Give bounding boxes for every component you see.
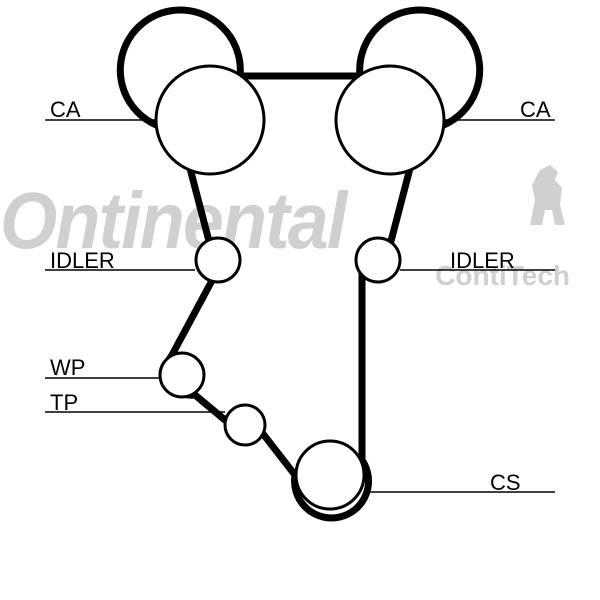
pulley-idler-left — [196, 238, 240, 282]
pulley-cs — [296, 441, 364, 509]
pulley-tp — [225, 405, 265, 445]
pulley-ca-left — [156, 66, 264, 174]
label-ca-right-label: CA — [520, 97, 551, 123]
label-idler-right-label: IDLER — [450, 248, 515, 274]
label-cs-label: CS — [490, 470, 521, 496]
belt-diagram — [0, 0, 600, 600]
label-idler-left-label: IDLER — [50, 248, 115, 274]
label-tp-label: TP — [50, 390, 78, 416]
label-wp-label: WP — [50, 355, 85, 381]
label-ca-left-label: CA — [50, 97, 81, 123]
pulley-idler-right — [356, 238, 400, 282]
pulley-wp — [160, 353, 204, 397]
pulley-ca-right — [336, 66, 444, 174]
